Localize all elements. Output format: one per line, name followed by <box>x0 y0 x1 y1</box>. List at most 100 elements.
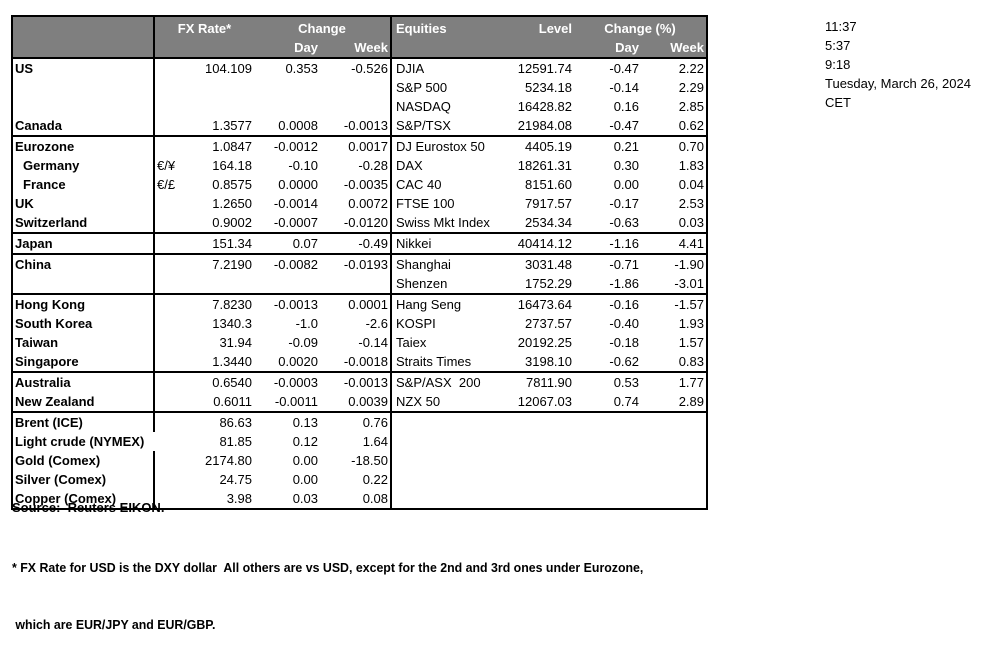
cell-country-name: New Zealand <box>12 392 154 413</box>
cell-fx-change-week: 0.0001 <box>348 297 388 312</box>
cell-fx-change-day <box>254 78 320 97</box>
table-row: Shenzen 1752.29 -1.86 -3.01 <box>12 274 707 295</box>
cell-equity-change-week: -3.01 <box>641 274 707 295</box>
cell-equity-level: 7811.90 <box>525 375 572 390</box>
cell-equity-change-day <box>574 489 641 509</box>
cell-equity-change-week: 0.83 <box>641 352 707 373</box>
header-equity-change: Change (%) <box>574 16 707 38</box>
table-row: Taiwan 31.94 -0.09 -0.14 Taiex 20192.25 -0.18 1… <box>12 333 707 352</box>
table-row: Brent (ICE) 86.63 0.13 0.76 <box>12 412 707 432</box>
cell-equity-change-week: 2.22 <box>678 61 704 76</box>
cell-equity-change-week: -1.57 <box>674 297 704 312</box>
table-row: Singapore 1.3440 0.0020 -0.0018 Straits Time… <box>12 352 707 373</box>
table-row: Japan 151.34 0.07 -0.49 Nikkei 40414.12 -1.16 4… <box>12 233 707 255</box>
cell-country-name: France <box>23 177 66 192</box>
cell-country-name: Singapore <box>12 352 154 373</box>
cell-country-name: Light crude (NYMEX) <box>15 434 145 449</box>
cell-equity-change-week: 1.57 <box>678 335 704 350</box>
cell-currency-pair <box>153 136 186 156</box>
cell-equity-name: S&P 500 <box>390 78 491 97</box>
cell-fx-change-day: 0.353 <box>285 61 318 76</box>
header-fx-rate: FX Rate* <box>154 16 254 38</box>
cell-fx-change-week <box>320 78 391 97</box>
cell-equity-change-week: 2.89 <box>641 392 707 413</box>
cell-equity-level: 3198.10 <box>491 352 574 373</box>
cell-equity-name <box>390 412 491 432</box>
cell-fx-change-day: 0.0020 <box>254 352 320 373</box>
cell-fx-change-day: -0.09 <box>288 335 318 350</box>
footnote-line-1: * FX Rate for USD is the DXY dollar All … <box>12 560 644 575</box>
cell-equity-change-day: 0.16 <box>613 99 639 114</box>
cell-fx-change-week: 0.08 <box>362 491 388 506</box>
cell-equity-name: S&P/ASX 200 <box>390 372 491 392</box>
cell-fx-change-day: -0.0007 <box>254 213 320 234</box>
cell-country-name: Canada <box>12 116 154 137</box>
header-country-blank <box>12 16 155 59</box>
cell-country-name: South Korea <box>15 316 93 331</box>
cell-equity-change-day: 0.30 <box>613 158 639 173</box>
cell-equity-name: DJ Eurostox 50 <box>390 136 491 156</box>
cell-equity-level: 4405.19 <box>525 139 572 154</box>
cell-equity-change-day <box>574 451 641 470</box>
cell-equity-name: Swiss Mkt Index <box>390 213 491 234</box>
cell-currency-pair <box>153 392 186 413</box>
cell-country-name: Australia <box>15 375 71 390</box>
cell-currency-pair <box>153 97 186 116</box>
cell-fx-change-day: -0.0003 <box>273 375 318 390</box>
cell-fx-change-week: -0.28 <box>358 158 388 173</box>
cell-equity-change-week: 0.70 <box>678 139 704 154</box>
cell-equity-name: Taiex <box>390 333 491 352</box>
cell-fx-change-week: 0.22 <box>362 472 388 487</box>
cell-equity-level: 3031.48 <box>525 257 572 272</box>
cell-equity-change-day: 0.74 <box>574 392 641 413</box>
cell-equity-level: 1752.29 <box>491 274 574 295</box>
cell-fx-rate: 0.8575 <box>212 177 252 192</box>
cell-country-name: Silver (Comex) <box>15 472 107 487</box>
cell-equity-change-day: -0.18 <box>609 335 639 350</box>
cell-fx-change-week: -2.6 <box>365 316 388 331</box>
cell-equity-change-week: 2.85 <box>678 99 704 114</box>
cell-fx-change-week: -0.0018 <box>320 352 391 373</box>
cell-fx-rate: 0.6011 <box>186 392 254 413</box>
cell-equity-name: Hang Seng <box>390 294 491 314</box>
cell-equity-level <box>491 412 574 432</box>
table-row: New Zealand 0.6011 -0.0011 0.0039 NZX 50 1206… <box>12 392 707 413</box>
cell-currency-pair <box>153 333 186 352</box>
cell-currency-pair <box>153 58 186 78</box>
cell-fx-rate <box>186 78 254 97</box>
cell-equity-level: 7917.57 <box>525 196 572 211</box>
cell-country-name: Eurozone <box>15 139 75 154</box>
header-equity-sub-blank <box>390 38 491 59</box>
cell-equity-name: KOSPI <box>390 314 491 333</box>
market-data-table: FX Rate* Change Equities Level Change (%… <box>11 15 708 510</box>
table-row: US 104.109 0.353 -0.526 DJIA 12591.74 -0.47 2.2… <box>12 58 707 78</box>
cell-equity-change-day: -1.86 <box>574 274 641 295</box>
cell-fx-rate: 151.34 <box>186 233 254 255</box>
table-row: Light crude (NYMEX) 81.85 0.12 1.64 <box>12 432 707 451</box>
cell-fx-change-day: -0.0011 <box>254 392 320 413</box>
table-header-row-2: Day Week Day Week <box>12 38 707 59</box>
cell-currency-pair <box>153 78 186 97</box>
cell-currency-pair: €/¥ <box>153 156 186 175</box>
cell-fx-change-day <box>254 274 320 295</box>
cell-equity-name: Shenzen <box>390 274 491 295</box>
cell-country-name: Germany <box>23 158 80 173</box>
cell-equity-change-week: 1.93 <box>678 316 704 331</box>
cell-equity-name <box>390 470 491 489</box>
cell-equity-change-day: -0.71 <box>609 257 639 272</box>
cell-fx-change-day: -0.0012 <box>273 139 318 154</box>
cell-fx-change-day: -0.10 <box>288 158 318 173</box>
cell-equity-change-day <box>574 470 641 489</box>
cell-fx-rate: 1.2650 <box>212 196 252 211</box>
cell-country-name: Hong Kong <box>15 297 86 312</box>
cell-equity-name: CAC 40 <box>390 175 491 194</box>
cell-equity-change-week: 1.83 <box>678 158 704 173</box>
clock-panel: 11:37 5:37 9:18 Tuesday, March 26, 2024 … <box>825 17 971 112</box>
table-row: Switzerland 0.9002 -0.0007 -0.0120 Swiss Mkt… <box>12 213 707 234</box>
cell-equity-name <box>390 489 491 509</box>
cell-fx-rate: 1340.3 <box>212 316 252 331</box>
cell-fx-change-day: -0.0014 <box>273 196 318 211</box>
cell-equity-change-day: -0.40 <box>609 316 639 331</box>
cell-fx-change-week: 0.0072 <box>348 196 388 211</box>
cell-fx-rate: 31.94 <box>219 335 252 350</box>
